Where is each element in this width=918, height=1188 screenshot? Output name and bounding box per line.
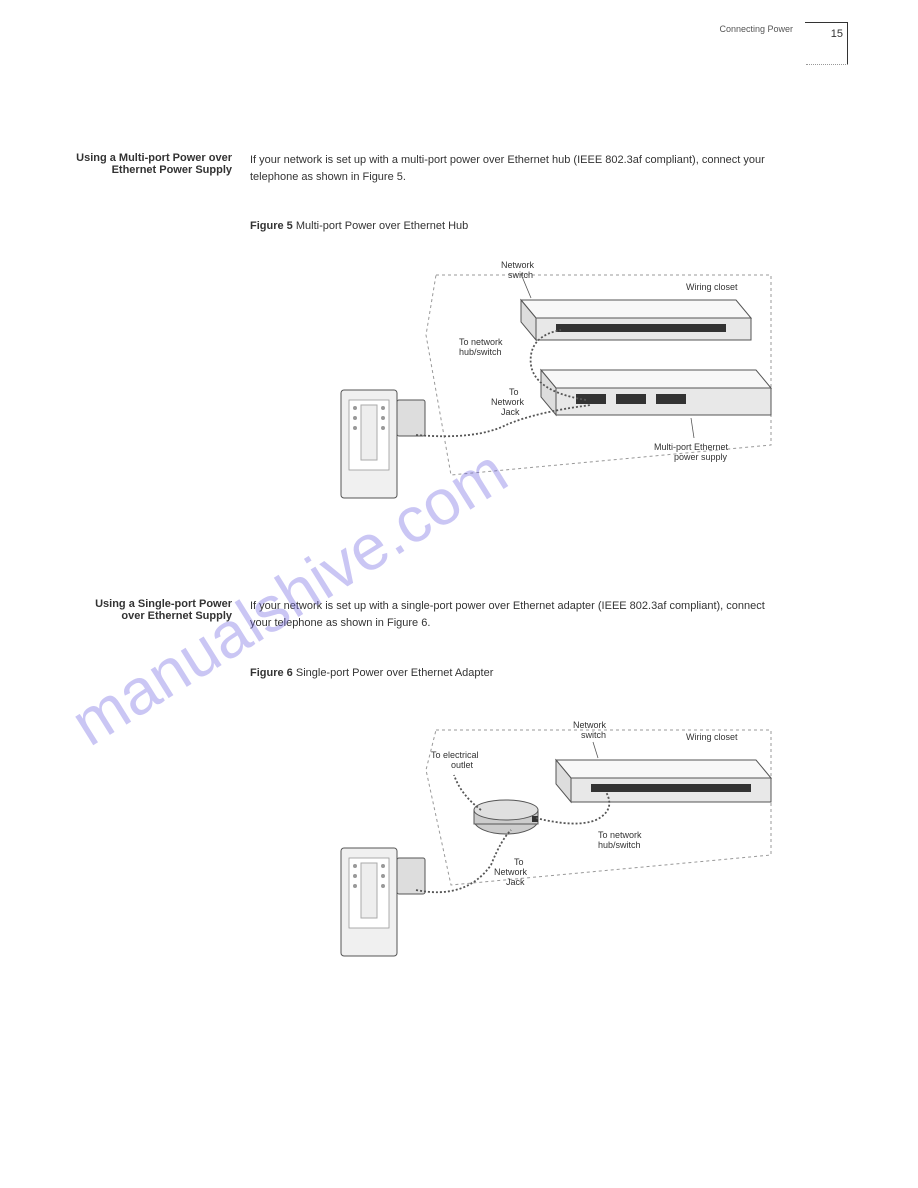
diagram2: Wiring closet Networkswitch To electrica… <box>296 690 786 980</box>
d2-hub-label: To networkhub/switch <box>598 830 642 850</box>
d2-poe-adapter <box>474 800 538 834</box>
figure1-label: Figure 5 Multi-port Power over Ethernet … <box>250 218 468 235</box>
d1-wiring-closet: Wiring closet <box>686 282 738 292</box>
section2-body: If your network is set up with a single-… <box>250 598 780 631</box>
figure1-caption: Multi-port Power over Ethernet Hub <box>296 220 468 232</box>
d2-wiring-closet: Wiring closet <box>686 732 738 742</box>
diagram1: Wiring closet Networkswitch Multi-port E… <box>296 240 786 530</box>
section1-label: Using a Multi-port Power over Ethernet P… <box>72 152 232 176</box>
page-number: 15 <box>831 28 843 40</box>
d2-jack-label: ToNetworkJack <box>494 857 528 887</box>
section1-body: If your network is set up with a multi-p… <box>250 152 780 185</box>
figure2-caption: Single-port Power over Ethernet Adapter <box>296 667 494 679</box>
corner-dotted <box>806 64 848 65</box>
d1-network-switch <box>521 300 751 340</box>
d2-network-switch <box>556 760 771 802</box>
figure2-label: Figure 6 Single-port Power over Ethernet… <box>250 665 493 682</box>
d1-power-supply <box>541 370 771 415</box>
header-label: Connecting Power <box>719 24 793 34</box>
d1-switch-label: Networkswitch <box>501 260 535 280</box>
figure1-number: Figure 5 <box>250 220 293 232</box>
d1-jack-label: ToNetworkJack <box>491 387 525 417</box>
d2-phone <box>341 848 425 956</box>
d1-hub-label: To networkhub/switch <box>459 337 503 357</box>
d2-outlet-label: To electricaloutlet <box>431 750 479 770</box>
d2-switch-label: Networkswitch <box>573 720 607 740</box>
d1-supply-label: Multi-port Ethernetpower supply <box>654 442 729 462</box>
section2-label: Using a Single-port Power over Ethernet … <box>72 598 232 622</box>
d1-phone <box>341 390 425 498</box>
figure2-number: Figure 6 <box>250 667 293 679</box>
